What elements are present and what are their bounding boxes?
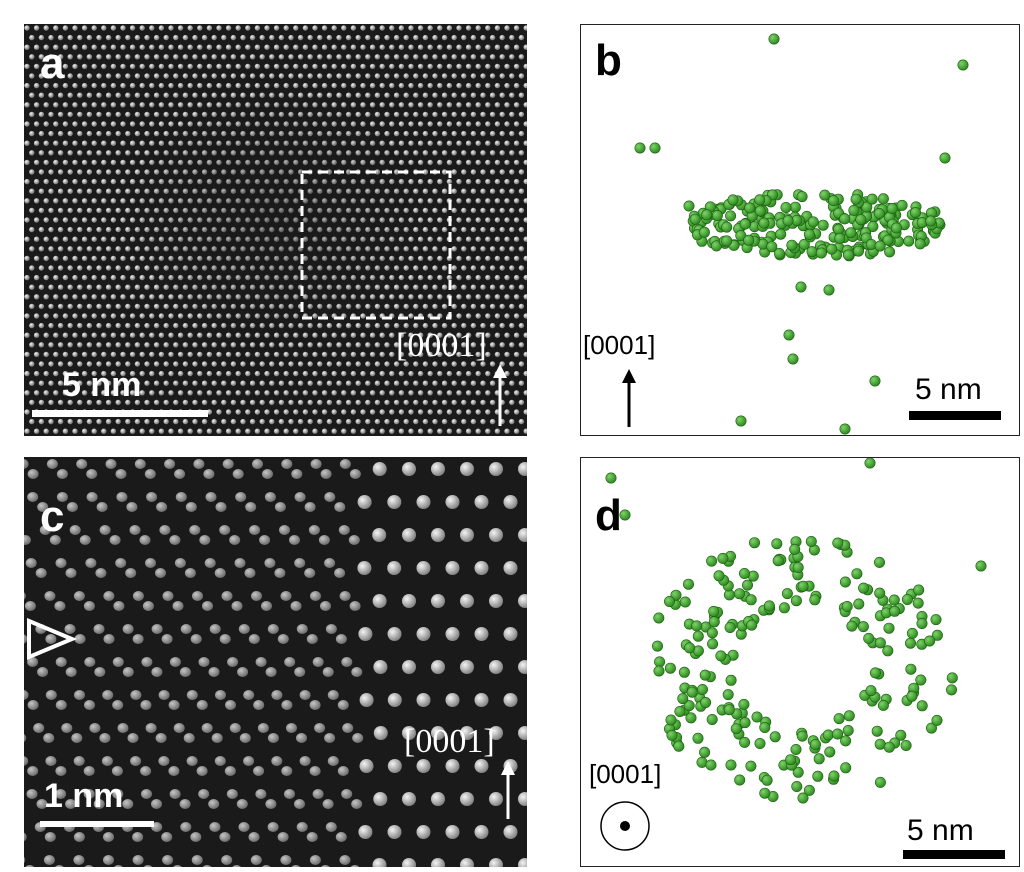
panel-a-scalebar-label: 5 nm	[62, 366, 142, 404]
panel-d-scalebar	[903, 850, 1005, 859]
solute-atoms	[634, 33, 969, 435]
panel-b-atoms	[634, 33, 969, 435]
solute-atoms	[605, 458, 987, 804]
panel-c-scalebar-label: 1 nm	[44, 777, 124, 815]
panel-a-scalebar	[32, 410, 208, 417]
panel-d-atom-map: d [0001] 5 nm	[580, 457, 1020, 867]
panel-a-direction-label: [0001]	[396, 327, 487, 364]
panel-c-direction-label: [0001]	[404, 723, 495, 760]
panel-d-scalebar-label: 5 nm	[907, 814, 974, 847]
panel-a-stem-image: a 5 nm [0001]	[24, 24, 527, 436]
panel-a-label: a	[40, 39, 65, 88]
up-arrow-icon	[493, 364, 507, 426]
panel-b-label: b	[595, 36, 622, 85]
panel-c-scalebar	[40, 821, 154, 827]
zoom-region-box	[300, 170, 452, 320]
panel-c-lattice	[24, 459, 527, 867]
panel-c-stem-image: c 1 nm [0001]	[24, 457, 527, 867]
panel-b-scalebar	[909, 411, 1001, 420]
panel-d-label: d	[595, 491, 622, 540]
atom-columns	[24, 459, 527, 867]
panel-b-scalebar-label: 5 nm	[915, 373, 982, 406]
atom-columns	[24, 25, 527, 434]
up-arrow-icon	[622, 369, 636, 427]
panel-b-direction-label: [0001]	[583, 330, 656, 360]
out-of-plane-dot-circle-icon	[600, 801, 650, 851]
panel-d-direction-label: [0001]	[589, 759, 662, 789]
panel-d-atoms	[605, 458, 987, 804]
panel-a-lattice	[24, 25, 527, 434]
hollow-triangle-right-icon	[27, 617, 78, 661]
up-arrow-icon	[501, 761, 515, 819]
panel-c-label: c	[40, 492, 65, 541]
panel-b-atom-map: b [0001] 5 nm	[580, 24, 1020, 436]
